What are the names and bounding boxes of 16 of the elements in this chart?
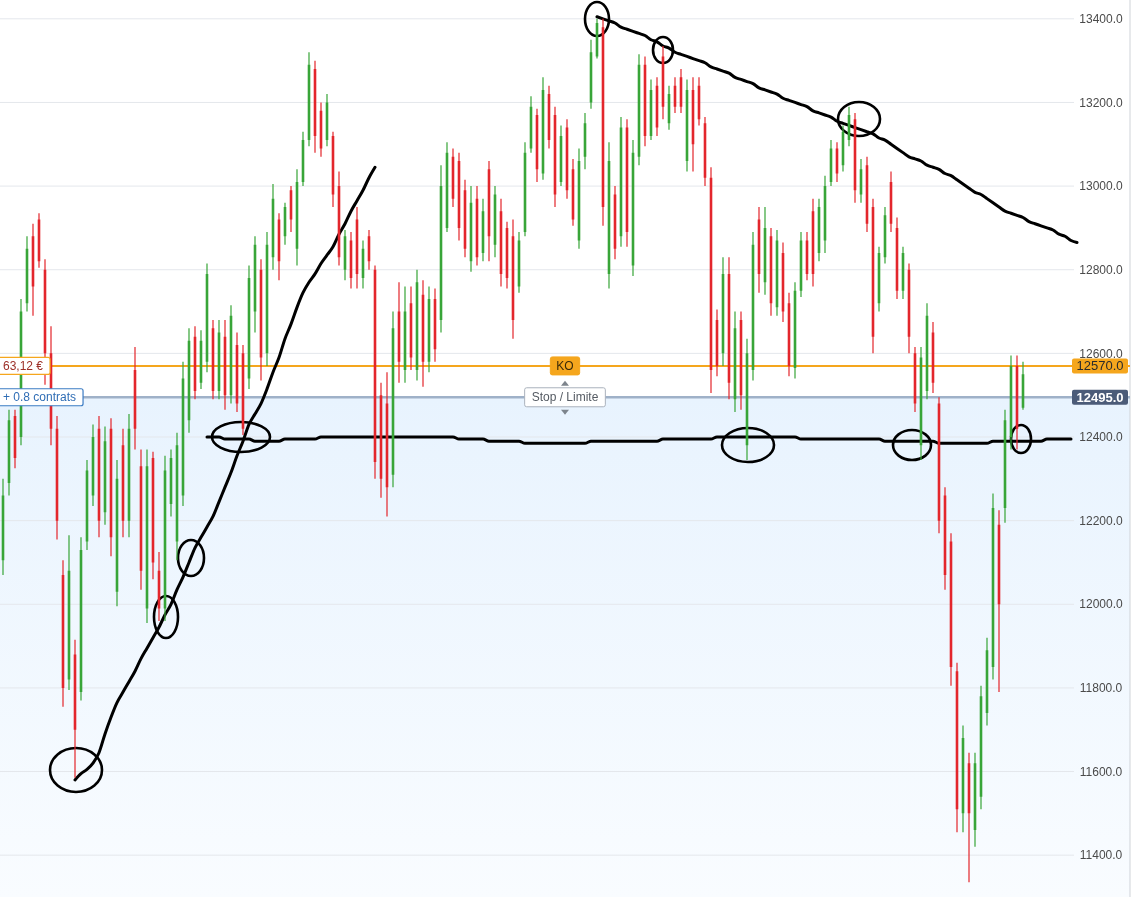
y-tick-label: 11600.0: [1079, 764, 1123, 779]
y-tick-label: 11800.0: [1079, 681, 1123, 696]
y-tick-label: 12400.0: [1079, 430, 1124, 445]
y-tick-label: 13400.0: [1079, 12, 1124, 27]
annotation: 63,12 €: [3, 359, 44, 374]
ref-line-label: KO: [556, 359, 574, 374]
y-tick-label: 11400.0: [1079, 848, 1123, 863]
annotation: + 0.8 contrats: [3, 390, 77, 405]
y-tick-label: 13200.0: [1079, 95, 1124, 110]
y-tick-label: 12000.0: [1079, 597, 1124, 612]
y-tick-label: 12200.0: [1079, 513, 1124, 528]
y-tick-label: 13000.0: [1079, 179, 1124, 194]
y-tick-label: 12800.0: [1079, 262, 1124, 277]
candlestick: [967, 752, 971, 883]
y-tick-label: 12600.0: [1079, 346, 1124, 361]
ref-line-label: Stop / Limite: [531, 390, 599, 405]
